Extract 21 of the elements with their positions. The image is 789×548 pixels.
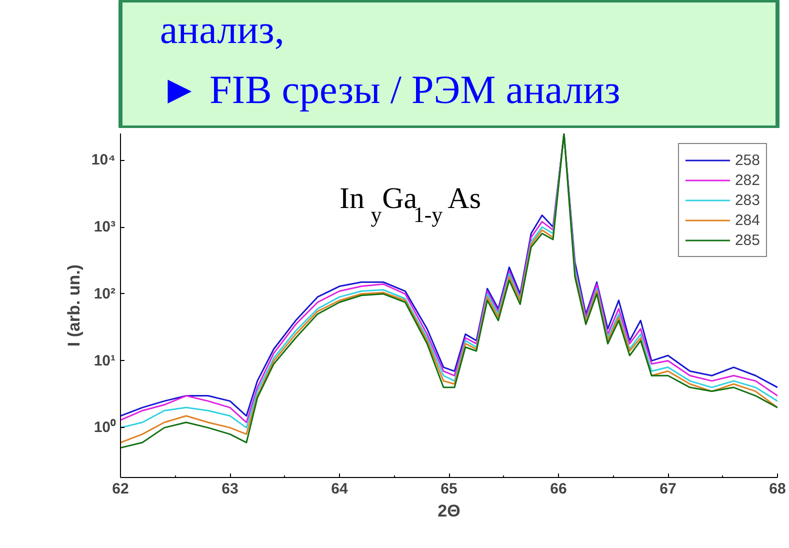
x-tick-label: 64 (331, 480, 348, 498)
text: анализ, (160, 6, 284, 52)
legend-label: 283 (734, 192, 760, 208)
legend-label: 285 (734, 232, 760, 248)
y-tick-label: 10³ (94, 218, 116, 236)
y-tick-label: 10² (94, 285, 116, 302)
x-tick-label: 65 (440, 480, 458, 498)
text: ► FIB срезы / РЭМ анализ (160, 67, 620, 112)
legend-label: 258 (734, 152, 760, 168)
y-tick-label: 10¹ (94, 352, 116, 370)
x-tick-label: 66 (550, 480, 567, 498)
x-axis-title: 2Θ (438, 502, 460, 520)
y-tick-label: 10⁴ (91, 152, 116, 169)
x-tick-label: 67 (660, 480, 676, 498)
x-tick-label: 63 (222, 480, 238, 498)
x-tick-label: 68 (769, 480, 786, 498)
y-axis-title: I (arb. un.) (64, 264, 84, 347)
legend-label: 282 (734, 172, 760, 188)
x-tick-label: 62 (112, 480, 129, 498)
y-tick-label: 10⁰ (94, 418, 116, 436)
legend-label: 284 (734, 212, 760, 228)
